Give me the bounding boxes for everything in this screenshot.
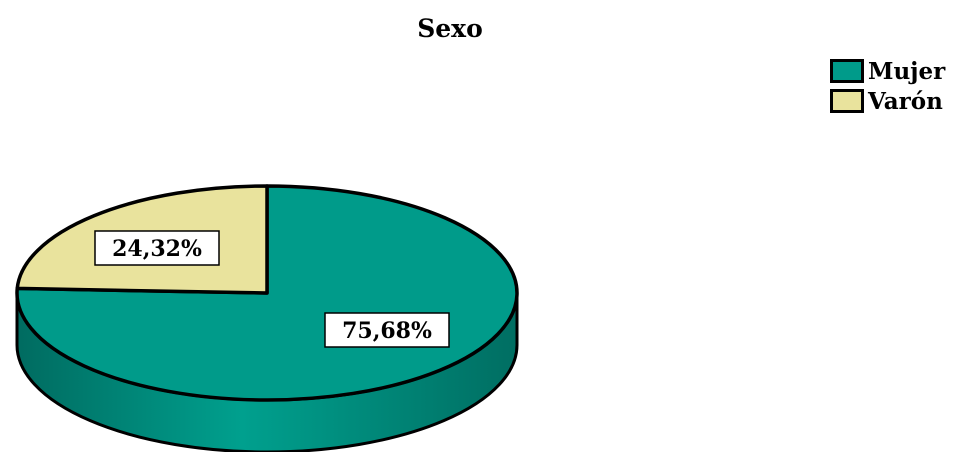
legend-label-mujer: Mujer [868, 57, 946, 85]
legend-swatch-mujer [830, 59, 864, 83]
chart-title: Sexo [417, 14, 483, 43]
legend-label-varon: Varón [868, 87, 943, 115]
data-label-varon: 24,32% [112, 236, 202, 262]
data-label-varon-box [94, 230, 220, 266]
legend: Mujer Varón [830, 56, 945, 116]
legend-swatch-varon [830, 89, 864, 113]
legend-item-mujer: Mujer [830, 56, 945, 86]
legend-item-varon: Varón [830, 86, 945, 116]
data-label-mujer-box [324, 312, 450, 348]
data-label-mujer: 75,68% [342, 318, 432, 344]
